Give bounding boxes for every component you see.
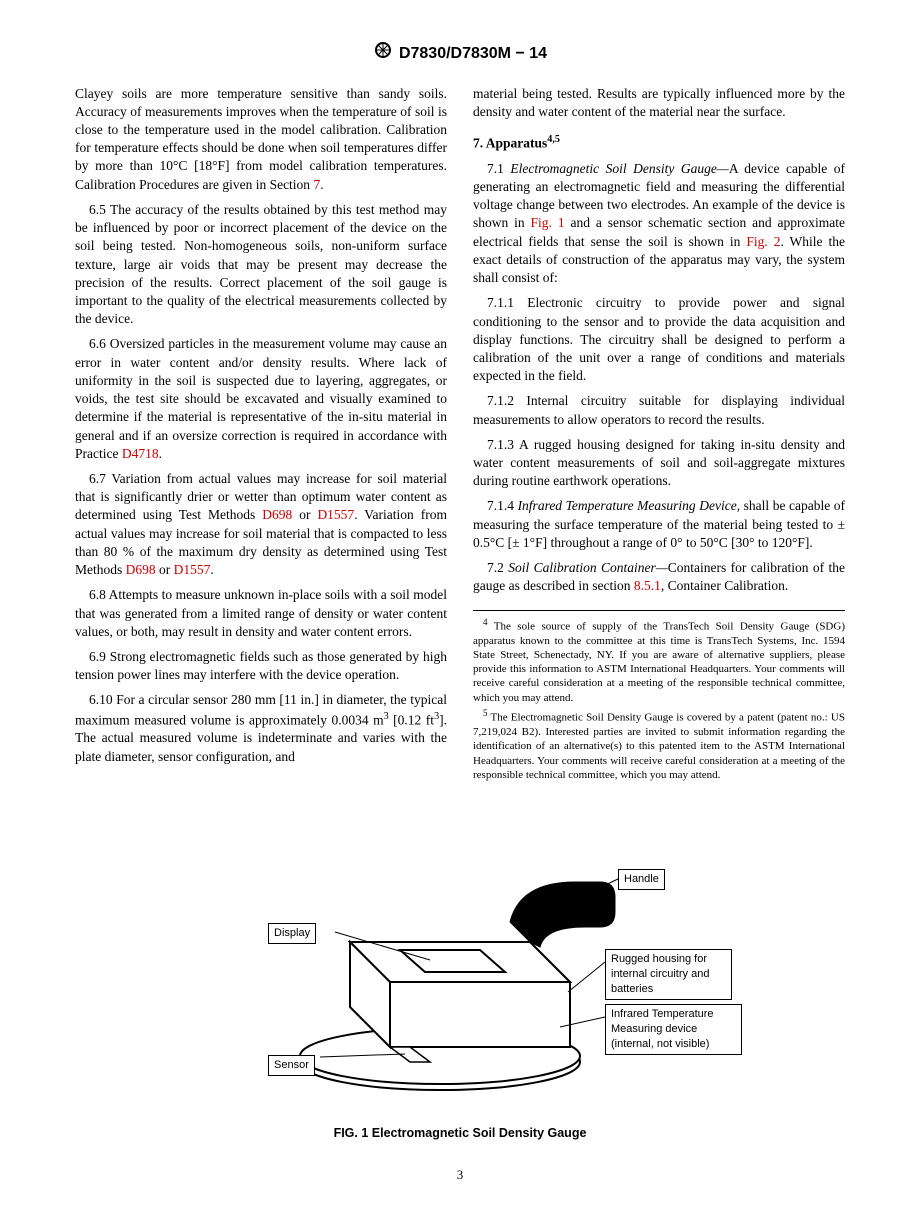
section-7-heading: 7. Apparatus4,5 — [473, 133, 845, 153]
para-cont: material being tested. Results are typic… — [473, 85, 845, 121]
page-header: D7830/D7830M − 14 — [75, 40, 845, 67]
label-housing: Rugged housing for internal circuitry an… — [605, 949, 732, 1000]
footnote-5: 5 The Electromagnetic Soil Density Gauge… — [473, 708, 845, 782]
footnote-4: 4 The sole source of supply of the Trans… — [473, 617, 845, 705]
para-7-1-2: 7.1.2 Internal circuitry suitable for di… — [473, 392, 845, 428]
para-6-10: 6.10 For a circular sensor 280 mm [11 in… — [75, 691, 447, 765]
para-7-2: 7.2 Soil Calibration Container—Container… — [473, 559, 845, 595]
figure-1-caption: FIG. 1 Electromagnetic Soil Density Gaug… — [75, 1125, 845, 1142]
ref-d1557-b: D1557 — [174, 562, 211, 577]
label-sensor: Sensor — [268, 1055, 315, 1076]
figure-1: Display Sensor Handle Rugged housing for… — [75, 812, 845, 1142]
ref-d4718: D4718 — [122, 446, 159, 461]
para-7-1-4: 7.1.4 Infrared Temperature Measuring Dev… — [473, 497, 845, 552]
page: D7830/D7830M − 14 Clayey soils are more … — [0, 0, 920, 1232]
ref-d698-b: D698 — [126, 562, 156, 577]
para-6-6: 6.6 Oversized particles in the measureme… — [75, 335, 447, 463]
astm-logo-icon — [373, 40, 393, 67]
para-6-5: 6.5 The accuracy of the results obtained… — [75, 201, 447, 329]
label-ir: Infrared Temperature Measuring device (i… — [605, 1004, 742, 1055]
para-7-1: 7.1 Electromagnetic Soil Density Gauge—A… — [473, 160, 845, 288]
ref-d698-a: D698 — [262, 507, 292, 522]
footnotes: 4 The sole source of supply of the Trans… — [473, 610, 845, 783]
para-6-8: 6.8 Attempts to measure unknown in-place… — [75, 586, 447, 641]
ref-8-5-1: 8.5.1 — [634, 578, 661, 593]
body-columns: Clayey soils are more temperature sensit… — [75, 85, 845, 783]
designation-text: D7830/D7830M − 14 — [399, 43, 547, 65]
ref-d1557-a: D1557 — [317, 507, 354, 522]
para-6-9: 6.9 Strong electromagnetic fields such a… — [75, 648, 447, 684]
ref-fig-1: Fig. 1 — [531, 215, 565, 230]
para-6-7: 6.7 Variation from actual values may inc… — [75, 470, 447, 579]
para-7-1-3: 7.1.3 A rugged housing designed for taki… — [473, 436, 845, 491]
ref-fig-2: Fig. 2 — [746, 234, 780, 249]
label-handle: Handle — [618, 869, 665, 890]
para-7-1-1: 7.1.1 Electronic circuitry to provide po… — [473, 294, 845, 385]
page-number: 3 — [75, 1166, 845, 1184]
para-intro: Clayey soils are more temperature sensit… — [75, 85, 447, 194]
label-display: Display — [268, 923, 316, 944]
